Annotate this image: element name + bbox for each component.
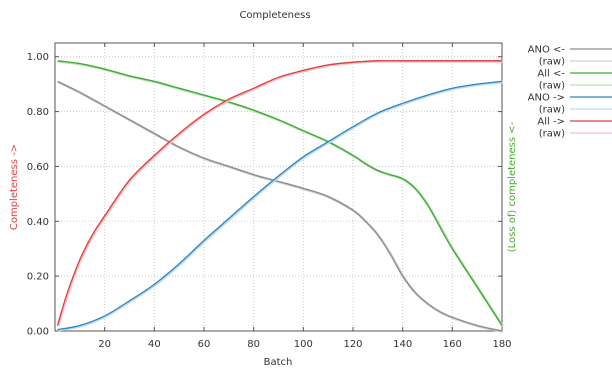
x-tick-label: 180 [492, 339, 511, 350]
legend-raw-label-all: (raw) [539, 129, 565, 140]
x-tick-label: 40 [148, 339, 161, 350]
legend-raw-label-ano: (raw) [539, 105, 565, 116]
x-axis-label: Batch [264, 357, 293, 368]
x-tick-label: 20 [98, 339, 111, 350]
series-line-ano [57, 80, 503, 332]
series-line-all [57, 60, 503, 326]
series-raw-all [58, 60, 504, 327]
plot-frame [54, 42, 503, 332]
x-tick-label: 160 [443, 339, 462, 350]
legend-label-all: All <- [537, 69, 565, 80]
x-tick-label: 80 [247, 339, 260, 350]
x-axis-ticks: 20 40 60 80 100 120 140 160 180 [98, 43, 512, 350]
legend: ANO <-(raw)All <-(raw)ANO ->(raw)All ->(… [528, 45, 612, 140]
x-tick-label: 60 [198, 339, 211, 350]
y-axis-label-left: Completeness -> [9, 144, 20, 230]
y-tick-label: 0.20 [27, 272, 49, 283]
x-tick-label: 140 [393, 339, 412, 350]
y-tick-label: 0.40 [27, 217, 49, 228]
series-raw-ano [57, 80, 504, 333]
legend-raw-label-ano: (raw) [539, 57, 565, 68]
y-tick-label: 0.80 [27, 107, 49, 118]
legend-label-all: All -> [537, 117, 565, 128]
x-tick-label: 120 [343, 339, 362, 350]
series-lines [56, 60, 504, 333]
series-raw-all [57, 60, 503, 327]
legend-raw-label-all: (raw) [539, 81, 565, 92]
series-raw-ano [58, 80, 503, 332]
series-line-ano [57, 80, 503, 331]
y-tick-label: 0.00 [27, 327, 49, 338]
legend-label-ano: ANO <- [528, 45, 566, 56]
y-tick-label: 1.00 [27, 52, 49, 63]
y-tick-label: 0.60 [27, 162, 49, 173]
legend-label-ano: ANO -> [528, 93, 565, 104]
series-line-all [56, 60, 502, 326]
chart-title: Completeness [239, 10, 310, 21]
y-axis-ticks: 0.00 0.20 0.40 0.60 0.80 1.00 [27, 52, 502, 338]
y-axis-label-right: (Loss of) completeness <- [507, 121, 518, 252]
grid [55, 43, 502, 331]
x-tick-label: 100 [294, 339, 313, 350]
